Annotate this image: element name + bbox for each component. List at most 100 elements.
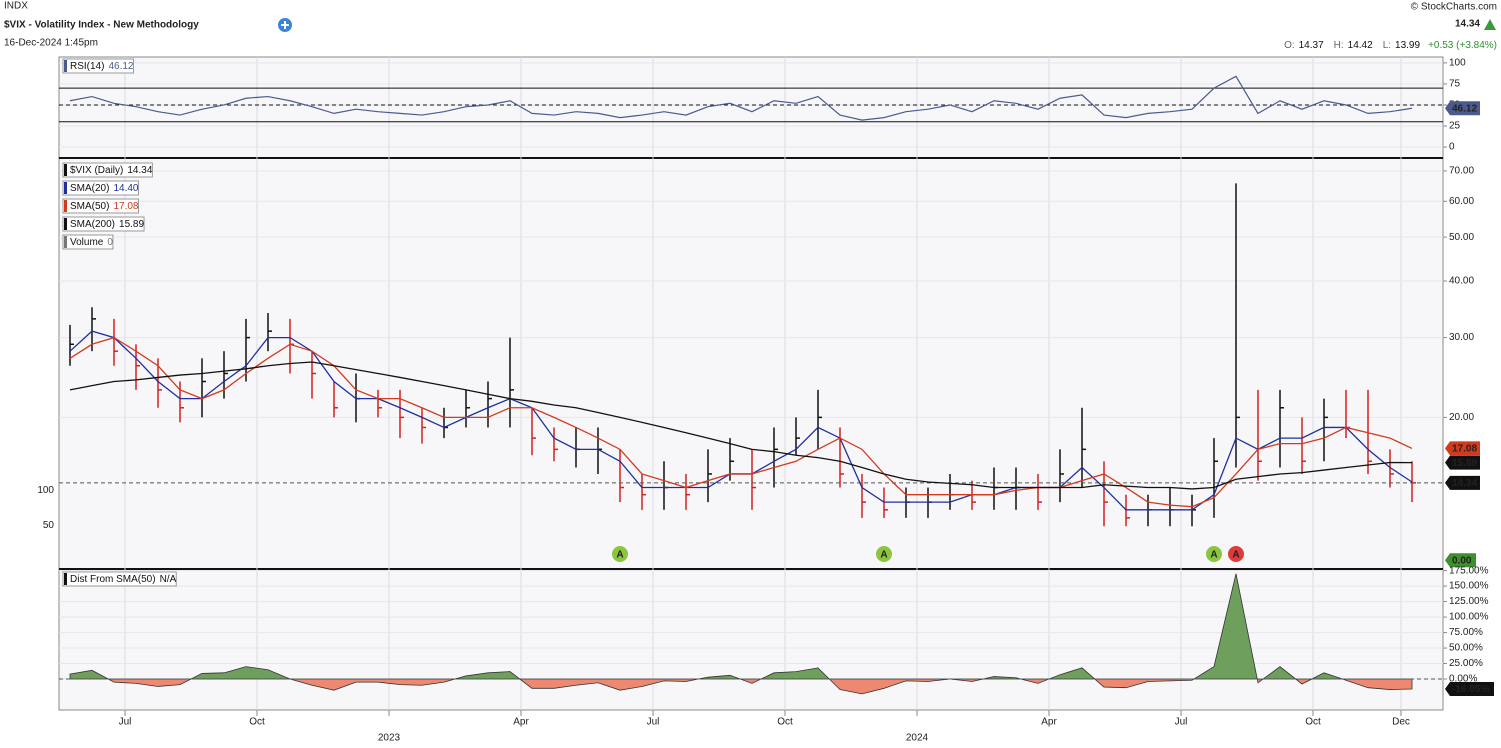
timestamp: 16-Dec-2024 1:45pm <box>4 38 98 49</box>
legend-name: Dist From SMA(50) <box>70 574 156 585</box>
legend-value: 15.89 <box>119 219 144 230</box>
legend-text: Volume 0 <box>70 237 113 248</box>
legend-text: $VIX (Daily) 14.34 <box>70 165 153 176</box>
legend-swatch <box>64 60 67 72</box>
legend-swatch <box>64 164 67 176</box>
y-tick-label: 175.00% <box>1449 565 1489 576</box>
x-tick-label: Jul <box>1175 717 1188 728</box>
value-tag-bg <box>1445 681 1494 696</box>
rsi-line <box>69 75 1413 121</box>
volume-tick-label: 50 <box>43 520 55 531</box>
y-tick-label: 125.00% <box>1449 596 1489 607</box>
y-tick-label: 0 <box>1449 142 1455 153</box>
event-marker <box>1206 546 1222 562</box>
title: $VIX - Volatility Index - New Methodolog… <box>4 20 199 31</box>
y-tick-label: 150.00% <box>1449 581 1489 592</box>
credit: © StockCharts.com <box>1411 2 1497 13</box>
legend-box <box>62 571 177 587</box>
legend-swatch <box>64 182 67 194</box>
value-tag: 17.08 <box>1452 444 1477 455</box>
y-tick-label: 50.00 <box>1449 232 1474 243</box>
legend-name: SMA(200) <box>70 219 115 230</box>
ohlc-label: H: <box>1334 40 1344 51</box>
legend-value: 0 <box>107 237 113 248</box>
value-tag-bg <box>1445 441 1480 456</box>
legend-swatch <box>64 573 67 585</box>
ohlc-label: L: <box>1383 40 1391 51</box>
legend-text: SMA(50) 17.08 <box>70 201 139 212</box>
legend-value: 14.34 <box>127 165 152 176</box>
event-label: A <box>616 550 623 561</box>
x-tick-label: Oct <box>777 717 793 728</box>
ohlc-value: 14.37 <box>1299 40 1324 51</box>
event-marker <box>876 546 892 562</box>
event-label: A <box>1210 550 1217 561</box>
x-tick-label: Jul <box>119 717 132 728</box>
ohlc-label: O: <box>1284 40 1295 51</box>
legend-value: 46.12 <box>108 61 133 72</box>
x-tick-label: 2023 <box>378 733 401 744</box>
x-tick-label: Jul <box>647 717 660 728</box>
legend-text: RSI(14) 46.12 <box>70 61 134 72</box>
ohlc-value: 13.99 <box>1395 40 1420 51</box>
legend-value: 14.40 <box>113 183 138 194</box>
event-marker <box>1228 546 1244 562</box>
legend-text: SMA(20) 14.40 <box>70 183 139 194</box>
event-label: A <box>1232 550 1239 561</box>
value-tag-bg <box>1445 475 1480 490</box>
y-tick-label: 25 <box>1449 121 1461 132</box>
x-tick-label: Oct <box>249 717 265 728</box>
legend-text: SMA(200) 15.89 <box>70 219 144 230</box>
legend-name: SMA(50) <box>70 201 109 212</box>
legend-name: Volume <box>70 237 104 248</box>
value-tag: 0.00 <box>1452 555 1472 566</box>
legend-name: RSI(14) <box>70 61 104 72</box>
y-tick-label: 20.00 <box>1449 412 1474 423</box>
y-tick-label: 60.00 <box>1449 196 1474 207</box>
x-tick-label: Dec <box>1392 717 1410 728</box>
legend-value: 17.08 <box>113 201 138 212</box>
price-panel: 20.00 30.00 40.00 50.00 60.00 70.00 50 100 $VIX … <box>37 162 1480 568</box>
ohlc-text: O: 14.37 H: 14.42 L: 13.99 +0.53 (+3.84%) <box>1284 40 1497 51</box>
value-tag-bg <box>1445 553 1476 568</box>
value-tag-bg <box>1445 455 1480 470</box>
y-tick-label: 40.00 <box>1449 276 1474 287</box>
value-tag: 14.34 <box>1452 478 1477 489</box>
legend-swatch <box>64 236 67 248</box>
legend-box <box>62 216 145 232</box>
sma-line <box>69 336 1413 508</box>
legend-box <box>62 180 139 196</box>
x-tick-label: Apr <box>1041 717 1057 728</box>
y-tick-label: 75 <box>1449 79 1461 90</box>
add-icon[interactable] <box>278 18 292 32</box>
exchange: INDX <box>4 1 28 12</box>
legend-name: SMA(20) <box>70 183 109 194</box>
sma-line <box>69 361 1413 490</box>
value-tag-bg <box>1445 101 1480 116</box>
x-tick-label: Apr <box>513 717 529 728</box>
y-tick-label: 30.00 <box>1449 332 1474 343</box>
legend-box <box>62 58 134 74</box>
x-tick-label: Oct <box>1305 717 1321 728</box>
last-price: 14.34 <box>1455 19 1480 30</box>
event-label: A <box>880 550 887 561</box>
legend-box <box>62 198 139 214</box>
legend-box <box>62 234 114 250</box>
up-arrow <box>1484 19 1496 30</box>
y-tick-label: 50.00% <box>1449 643 1483 654</box>
value-tag: 46.12 <box>1452 103 1477 114</box>
dist-panel: 0.00% 25.00% 50.00% 75.00% 100.00% 125.00% 150… <box>59 565 1494 696</box>
y-tick-label: 100 <box>1449 58 1466 69</box>
dist-area <box>69 573 1413 695</box>
change: +0.53 (+3.84%) <box>1428 40 1497 51</box>
y-tick-label: 70.00 <box>1449 166 1474 177</box>
y-tick-label: 0.00% <box>1449 674 1477 685</box>
legend-box <box>62 162 153 178</box>
value-tag: 15.89 <box>1452 458 1477 469</box>
ohlc-value: 14.42 <box>1348 40 1373 51</box>
y-tick-label: 75.00% <box>1449 627 1483 638</box>
event-marker <box>612 546 628 562</box>
